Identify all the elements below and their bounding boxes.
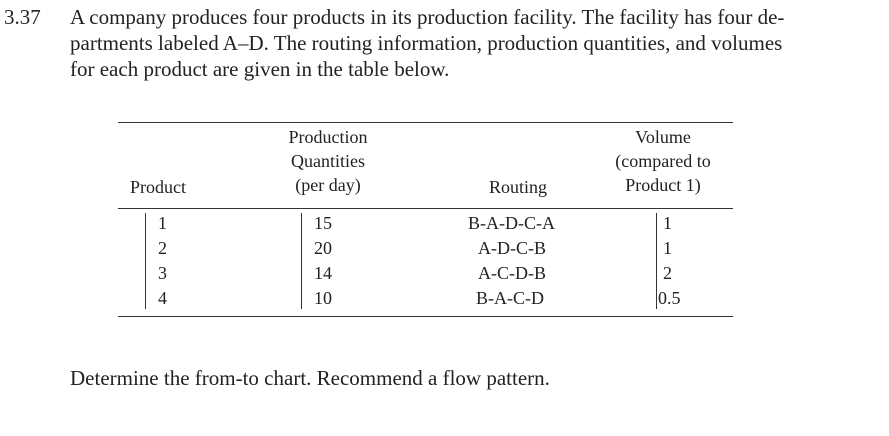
table-cell-quantity: 20 — [314, 238, 332, 258]
table-cell-volume: 1 — [663, 238, 672, 258]
task-instruction: Determine the from-to chart. Recommend a… — [70, 366, 550, 390]
table-top-rule — [118, 122, 733, 123]
table-cell-quantity: 14 — [314, 263, 332, 283]
table-cell-product: 1 — [158, 213, 167, 233]
product-routing-table: Product Production Quantities (per day) … — [118, 119, 733, 319]
table-cell-volume: 2 — [663, 263, 672, 283]
column-divider — [145, 213, 146, 309]
table-cell-volume: 1 — [663, 213, 672, 233]
table-cell-quantity: 10 — [314, 288, 332, 308]
problem-text: A company produces four products in its … — [70, 4, 860, 82]
table-cell-volume: 0.5 — [658, 288, 681, 308]
table-cell-product: 2 — [158, 238, 167, 258]
header-production-quantities: Production Quantities (per day) — [288, 127, 368, 195]
table-cell-routing: B-A-D-C-A — [468, 213, 555, 233]
table-cell-routing: A-C-D-B — [478, 263, 546, 283]
problem-text-line: A company produces four products in its … — [70, 5, 785, 29]
table-bottom-rule — [118, 316, 733, 317]
table-cell-quantity: 15 — [314, 213, 332, 233]
table-cell-product: 3 — [158, 263, 167, 283]
table-cell-routing: B-A-C-D — [476, 288, 544, 308]
table-cell-routing: A-D-C-B — [478, 238, 546, 258]
column-divider — [301, 213, 302, 309]
header-routing: Routing — [488, 177, 547, 197]
problem-number: 3.37 — [4, 5, 41, 29]
table-cell-product: 4 — [158, 288, 167, 308]
column-divider — [656, 213, 657, 309]
problem-text-line: partments labeled A–D. The routing infor… — [70, 31, 783, 55]
header-volume: Volume (compared to Product 1) — [615, 127, 711, 195]
header-product: Product — [130, 177, 186, 197]
problem-text-line: for each product are given in the table … — [70, 57, 450, 81]
table-header-rule — [118, 208, 733, 209]
